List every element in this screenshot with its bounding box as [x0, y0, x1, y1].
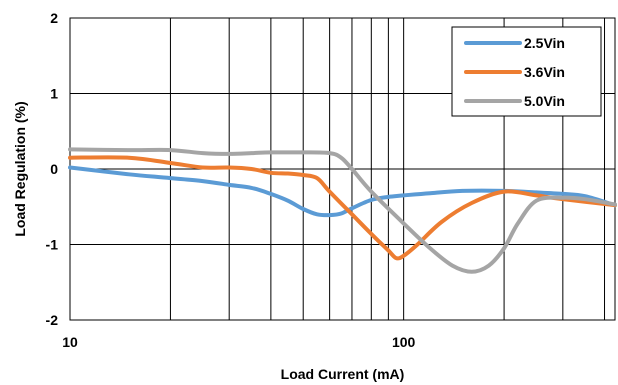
legend-label: 5.0Vin — [524, 93, 565, 109]
x-tick-label: 10 — [62, 334, 78, 350]
series-line-3-6vin — [68, 155, 617, 261]
legend-label: 3.6Vin — [524, 64, 565, 80]
series-line-2-5vin — [68, 165, 617, 218]
x-tick-label: 100 — [392, 334, 416, 350]
y-tick-label: 1 — [50, 86, 58, 102]
legend: 2.5Vin 3.6Vin 5.0Vin — [451, 26, 602, 117]
y-tick-label: 0 — [50, 161, 58, 177]
y-tick-label: -1 — [46, 237, 59, 253]
y-tick-label: -2 — [46, 312, 59, 328]
tick-labels: 210-1-210 100 — [46, 10, 416, 350]
y-axis-title: Load Regulation (%) — [12, 101, 28, 236]
series-line-5-0vin — [68, 147, 617, 274]
x-axis-title: Load Current (mA) — [281, 366, 405, 382]
y-tick-label: 2 — [50, 10, 58, 26]
series-lines — [68, 147, 617, 274]
legend-label: 2.5Vin — [524, 35, 565, 51]
